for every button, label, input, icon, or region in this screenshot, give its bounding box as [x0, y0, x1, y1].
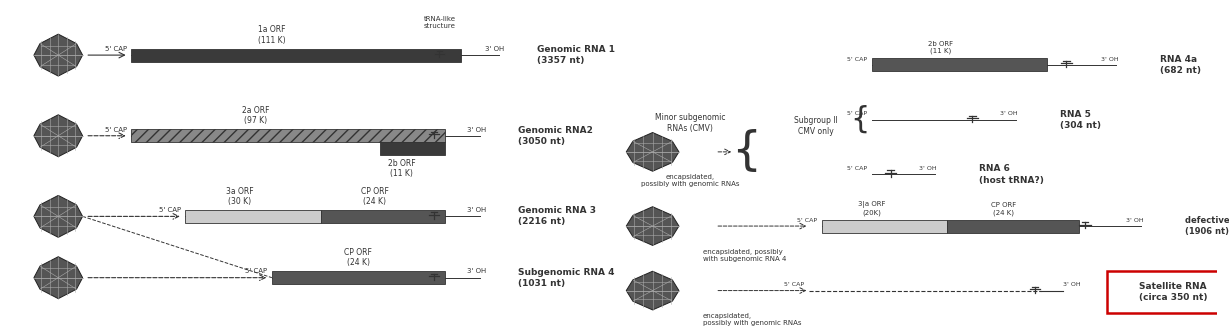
FancyBboxPatch shape [1107, 271, 1229, 313]
Bar [132, 129, 445, 142]
Text: RNA 6
(host tRNA?): RNA 6 (host tRNA?) [978, 164, 1043, 184]
Polygon shape [627, 207, 678, 245]
Text: 5' CAP: 5' CAP [796, 218, 817, 223]
Text: 5' CAP: 5' CAP [847, 112, 866, 116]
Text: 5' CAP: 5' CAP [246, 268, 268, 275]
Bar [822, 220, 948, 233]
Text: 2b ORF
(11 K): 2b ORF (11 K) [388, 159, 415, 178]
Text: Genomic RNA 3
(2216 nt): Genomic RNA 3 (2216 nt) [517, 206, 596, 226]
Text: 5' CAP: 5' CAP [847, 56, 866, 61]
Bar [186, 210, 321, 223]
Text: 3' OH: 3' OH [1000, 112, 1018, 116]
Text: CP ORF
(24 K): CP ORF (24 K) [344, 248, 372, 267]
Polygon shape [34, 34, 82, 76]
Text: tRNA-like
structure: tRNA-like structure [424, 16, 456, 29]
Text: RNA 4a
(682 nt): RNA 4a (682 nt) [1160, 55, 1201, 75]
Bar [948, 220, 1079, 233]
Text: Genomic RNA2
(3050 nt): Genomic RNA2 (3050 nt) [517, 126, 592, 146]
Text: 3' OH: 3' OH [467, 268, 485, 275]
Text: 5' CAP: 5' CAP [159, 207, 181, 213]
Polygon shape [34, 115, 82, 157]
Text: encapsidated, possibly
with subgenomic RNA 4: encapsidated, possibly with subgenomic R… [703, 249, 787, 262]
Text: defective RNA 3)
(1906 nt): defective RNA 3) (1906 nt) [1185, 216, 1229, 236]
Text: CP ORF
(24 K): CP ORF (24 K) [991, 202, 1016, 216]
Text: 5' CAP: 5' CAP [847, 166, 866, 171]
Polygon shape [627, 271, 678, 310]
Text: Subgroup II
CMV only: Subgroup II CMV only [794, 116, 837, 136]
Bar [873, 58, 1047, 71]
Text: Genomic RNA 1
(3357 nt): Genomic RNA 1 (3357 nt) [537, 45, 614, 65]
Text: 3' OH: 3' OH [485, 46, 505, 52]
Text: 2b ORF
(11 K): 2b ORF (11 K) [928, 41, 954, 54]
Text: 5' CAP: 5' CAP [784, 282, 804, 287]
Text: encapsidated,
possibly with genomic RNAs: encapsidated, possibly with genomic RNAs [642, 174, 740, 187]
Text: 3' OH: 3' OH [1063, 282, 1080, 287]
Text: 1a ORF
(111 K): 1a ORF (111 K) [258, 26, 285, 45]
Text: RNA 5
(304 nt): RNA 5 (304 nt) [1059, 110, 1101, 130]
Text: 3' OH: 3' OH [467, 207, 485, 213]
Text: 5' CAP: 5' CAP [104, 46, 127, 52]
Text: {: { [849, 105, 869, 134]
Text: 5' CAP: 5' CAP [104, 127, 127, 132]
Polygon shape [627, 132, 678, 171]
Text: 3a ORF
(30 K): 3a ORF (30 K) [226, 187, 253, 206]
Bar [321, 210, 445, 223]
Text: 3' OH: 3' OH [1101, 56, 1118, 61]
Bar [272, 271, 445, 284]
Text: Satellite RNA
(circa 350 nt): Satellite RNA (circa 350 nt) [1138, 282, 1207, 302]
Text: CP ORF
(24 K): CP ORF (24 K) [360, 187, 388, 206]
Polygon shape [34, 196, 82, 237]
Bar [380, 142, 445, 155]
Bar [132, 49, 461, 61]
Text: 3|a ORF
(20K): 3|a ORF (20K) [858, 201, 886, 216]
Text: {: { [731, 129, 762, 174]
Text: 3' OH: 3' OH [919, 166, 936, 171]
Polygon shape [34, 257, 82, 299]
Text: encapsidated,
possibly with genomic RNAs: encapsidated, possibly with genomic RNAs [703, 313, 801, 326]
Text: 3' OH: 3' OH [467, 127, 485, 132]
Text: 2a ORF
(97 K): 2a ORF (97 K) [242, 106, 269, 125]
Text: Minor subgenomic
RNAs (CMV): Minor subgenomic RNAs (CMV) [655, 113, 725, 132]
Text: Subgenomic RNA 4
(1031 nt): Subgenomic RNA 4 (1031 nt) [517, 267, 614, 288]
Text: 3' OH: 3' OH [1126, 218, 1143, 223]
